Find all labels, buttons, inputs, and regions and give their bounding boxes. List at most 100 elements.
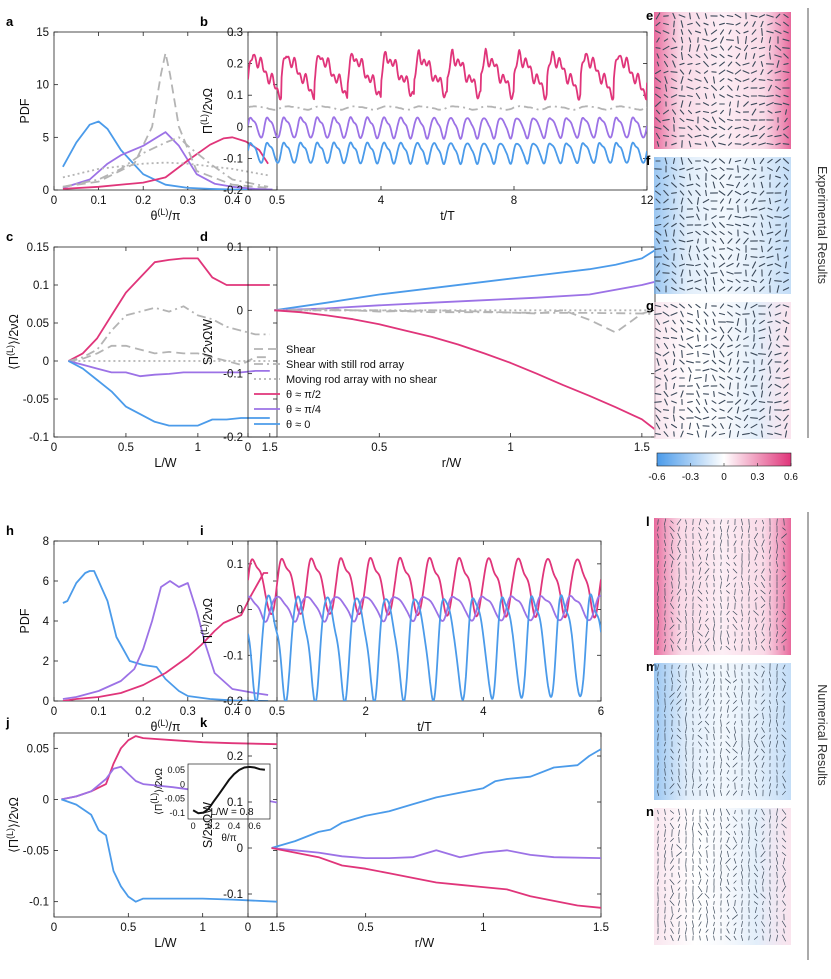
vector-mark xyxy=(758,102,766,106)
vector-mark xyxy=(741,900,743,906)
label-part: ⟩/2νΩ xyxy=(7,797,21,828)
vector-mark xyxy=(703,407,709,413)
vector-mark xyxy=(663,53,669,59)
vector-mark xyxy=(766,102,774,106)
vector-mark xyxy=(711,431,717,437)
vector-mark xyxy=(710,110,718,114)
field-background xyxy=(654,808,791,945)
series-blue-line xyxy=(61,798,277,903)
y-tick-label: 0.15 xyxy=(27,242,49,254)
vector-mark xyxy=(699,686,701,690)
vector-mark xyxy=(702,38,710,42)
vector-mark xyxy=(685,808,687,816)
vector-mark xyxy=(755,789,757,797)
vector-mark xyxy=(733,873,737,877)
vector-mark xyxy=(725,748,731,754)
vector-mark xyxy=(735,53,741,59)
vector-mark xyxy=(735,344,741,348)
vector-mark xyxy=(713,262,715,268)
vector-mark xyxy=(705,879,709,885)
vector-mark xyxy=(670,611,674,615)
vector-mark xyxy=(704,698,710,706)
vector-mark xyxy=(671,247,677,251)
vector-mark xyxy=(687,63,693,65)
vector-mark xyxy=(741,776,743,782)
vector-mark xyxy=(719,198,725,204)
vector-mark xyxy=(782,143,790,145)
vector-mark xyxy=(761,28,763,36)
vector-mark xyxy=(776,610,778,616)
vector-mark xyxy=(755,617,757,623)
vector-mark xyxy=(759,125,765,131)
vector-mark xyxy=(781,678,787,684)
vector-mark xyxy=(741,589,743,595)
vector-mark xyxy=(769,907,771,913)
vector-mark xyxy=(680,430,684,438)
vector-mark xyxy=(720,589,722,595)
vector-mark xyxy=(783,713,785,719)
vector-mark xyxy=(742,432,750,436)
vector-mark xyxy=(748,638,750,644)
vector-mark xyxy=(699,679,701,683)
vector-mark xyxy=(761,808,765,816)
vector-mark xyxy=(705,644,709,652)
vector-mark xyxy=(706,900,708,906)
vector-mark xyxy=(695,189,701,197)
vector-mark xyxy=(776,879,778,885)
vector-mark xyxy=(726,865,730,871)
vector-mark xyxy=(672,158,676,164)
vector-mark xyxy=(664,623,666,631)
vector-mark xyxy=(751,37,757,43)
vector-mark xyxy=(768,350,772,358)
vector-mark xyxy=(782,47,790,49)
label-part: t/T xyxy=(440,209,455,223)
vector-mark xyxy=(720,761,722,769)
vector-mark xyxy=(672,414,676,422)
vector-mark xyxy=(703,262,709,268)
vector-mark xyxy=(774,312,782,316)
vector-mark xyxy=(664,829,666,837)
vector-mark xyxy=(705,630,709,638)
vector-mark xyxy=(687,197,693,205)
vector-mark xyxy=(748,817,750,821)
vector-mark xyxy=(685,726,687,734)
series-purple-line xyxy=(271,847,601,859)
chart-d: 0 0.5 1 1.5-0.2-0.100.1r/WS/2νΩWdShearShear… xyxy=(200,229,656,470)
vector-mark xyxy=(676,518,682,526)
vector-mark xyxy=(702,368,710,372)
vector-mark xyxy=(702,117,710,123)
vector-mark xyxy=(702,352,710,356)
vector-mark xyxy=(776,335,780,341)
vector-mark xyxy=(719,350,725,358)
vector-mark xyxy=(736,406,740,414)
vector-mark xyxy=(761,770,765,774)
vector-mark xyxy=(720,816,722,822)
vector-mark xyxy=(695,92,701,100)
vector-mark xyxy=(686,86,694,90)
vector-mark xyxy=(697,893,703,899)
vector-mark xyxy=(677,603,681,609)
vector-mark xyxy=(712,21,716,27)
x-tick-label: 1 xyxy=(199,922,205,934)
vector-mark xyxy=(760,638,766,644)
vector-mark xyxy=(783,207,789,211)
y-tick-label: 15 xyxy=(36,27,49,39)
vector-mark xyxy=(754,936,758,940)
vector-mark xyxy=(703,344,709,348)
vector-mark xyxy=(720,699,722,705)
vector-mark xyxy=(720,713,722,719)
vector-mark xyxy=(705,808,709,816)
series-group xyxy=(248,47,647,166)
vector-mark xyxy=(698,664,702,670)
series-group xyxy=(62,52,273,190)
x-tick-label: 0.1 xyxy=(91,706,107,718)
vector-mark xyxy=(678,526,680,532)
vector-mark xyxy=(774,111,782,113)
vector-mark xyxy=(754,672,758,676)
vector-mark xyxy=(740,747,744,755)
vector-mark xyxy=(733,740,737,748)
vector-mark xyxy=(762,831,764,835)
vector-mark xyxy=(728,430,732,438)
vector-mark xyxy=(719,326,725,334)
vector-mark xyxy=(727,351,733,357)
